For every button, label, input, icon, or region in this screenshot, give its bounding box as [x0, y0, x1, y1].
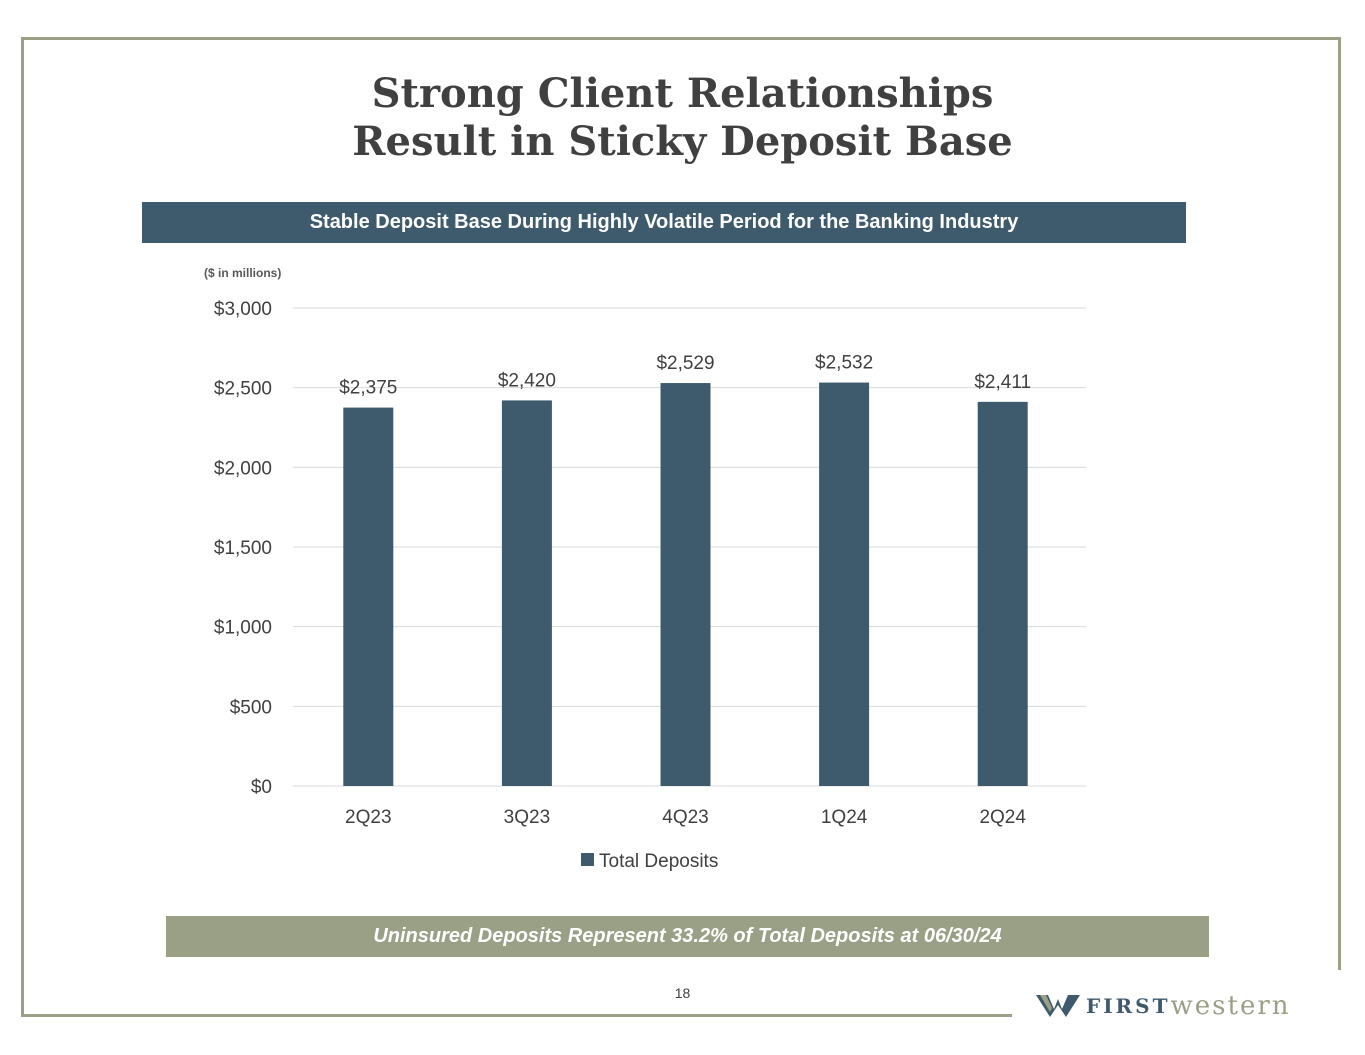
- x-tick-label: 3Q23: [504, 807, 550, 828]
- x-tick-label: 1Q24: [821, 807, 868, 828]
- frame-gap-right: [1336, 970, 1348, 1030]
- x-tick-label: 4Q23: [662, 807, 708, 828]
- bar: [977, 401, 1028, 786]
- legend-swatch: [581, 853, 594, 866]
- slide-frame: [21, 37, 1341, 1017]
- slide-title-line1: Strong Client Relationships: [371, 70, 994, 117]
- data-labels: $2,375 $2,420 $2,529 $2,532 $2,411: [339, 353, 1031, 399]
- units-label: ($ in millions): [204, 266, 282, 280]
- bar: [501, 400, 552, 786]
- legend: Total Deposits: [581, 851, 718, 872]
- bar: [819, 382, 870, 786]
- slide-title-line2: Result in Sticky Deposit Base: [352, 118, 1013, 165]
- data-label: $2,420: [498, 370, 556, 391]
- x-axis-ticks: 2Q23 3Q23 4Q23 1Q24 2Q24: [345, 807, 1026, 828]
- y-tick-label: $0: [251, 777, 272, 798]
- bar: [343, 407, 394, 786]
- y-tick-label: $2,000: [214, 458, 272, 479]
- data-label: $2,375: [339, 378, 397, 399]
- y-tick-label: $1,000: [214, 618, 272, 639]
- logo-first-text: FIRST: [1086, 994, 1171, 1018]
- legend-label: Total Deposits: [599, 851, 718, 872]
- x-tick-label: 2Q24: [979, 807, 1026, 828]
- bar: [660, 383, 711, 786]
- page-number: 18: [674, 985, 691, 1001]
- data-label: $2,411: [974, 372, 1031, 393]
- data-label: $2,529: [656, 353, 714, 374]
- frame-gap: [1012, 1010, 1352, 1022]
- y-axis-ticks: $0 $500 $1,000 $1,500 $2,000 $2,500 $3,000: [214, 299, 272, 798]
- y-tick-label: $2,500: [214, 379, 272, 400]
- bars: [343, 382, 1028, 786]
- logo-western-text: western: [1170, 991, 1291, 1021]
- data-label: $2,532: [815, 353, 873, 374]
- x-tick-label: 2Q23: [345, 807, 391, 828]
- uninsured-deposits-banner: Uninsured Deposits Represent 33.2% of To…: [166, 916, 1209, 957]
- y-tick-label: $500: [230, 697, 272, 718]
- section-banner: Stable Deposit Base During Highly Volati…: [142, 202, 1186, 243]
- y-tick-label: $3,000: [214, 299, 272, 320]
- first-western-logo: FIRST western: [1036, 991, 1291, 1021]
- y-tick-label: $1,500: [214, 538, 272, 559]
- logo-w-icon: [1036, 995, 1080, 1017]
